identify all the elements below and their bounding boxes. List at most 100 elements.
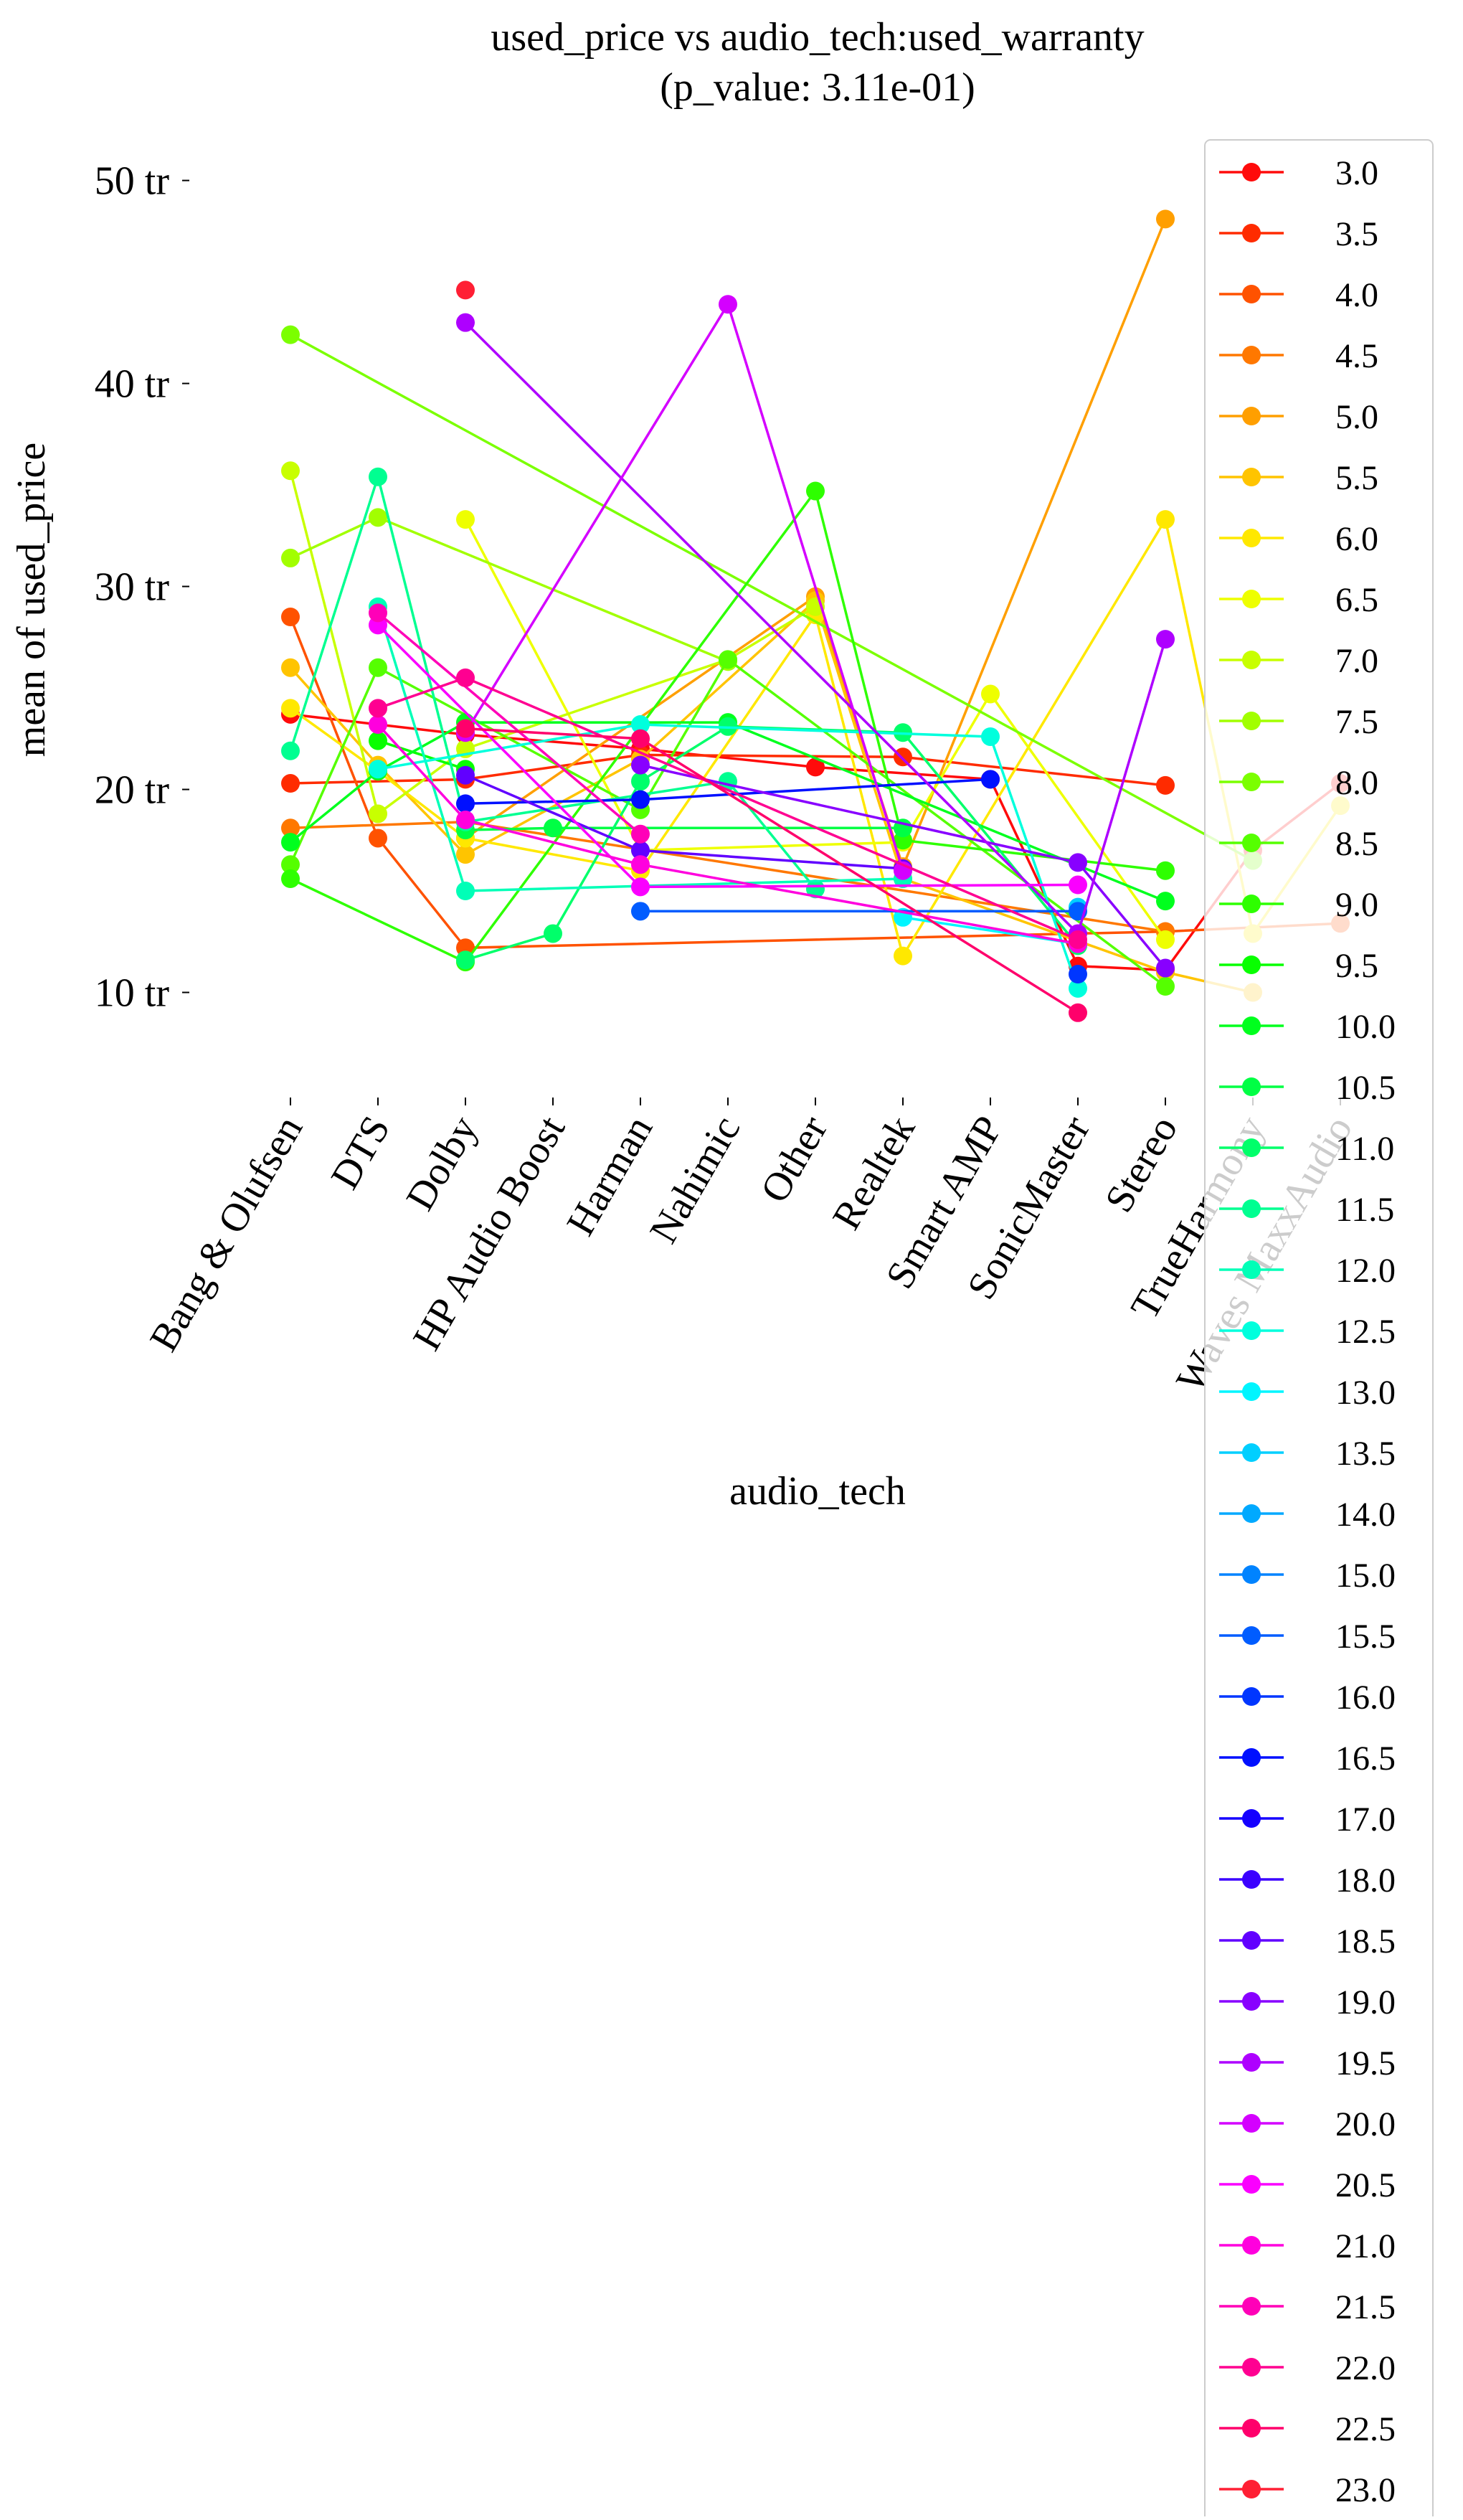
point-6.5-Stereo — [1156, 930, 1175, 949]
point-19.0-Harman — [631, 755, 650, 775]
legend-marker-14.0 — [1242, 1504, 1261, 1523]
legend-marker-20.5 — [1242, 2175, 1261, 2194]
point-5.5-Dolby — [456, 845, 475, 864]
legend-label-18.0: 18.0 — [1335, 1861, 1396, 1900]
point-22.5-Harman — [631, 729, 650, 748]
point-11.0-HP Audio Boost — [544, 924, 562, 943]
legend-marker-6.0 — [1242, 529, 1261, 547]
legend-label-20.0: 20.0 — [1335, 2105, 1396, 2143]
series-line-11.0 — [465, 725, 1079, 961]
legend-marker-19.0 — [1242, 1992, 1261, 2011]
legend-marker-11.0 — [1242, 1138, 1261, 1157]
legend-item-12.5: 12.5 — [1219, 1313, 1396, 1351]
legend-item-15.5: 15.5 — [1219, 1618, 1396, 1656]
legend-label-16.5: 16.5 — [1335, 1740, 1396, 1778]
series-4.0 — [281, 608, 1350, 958]
point-23.0-Dolby — [456, 280, 475, 300]
legend-item-14.0: 14.0 — [1219, 1496, 1396, 1534]
series-7.0 — [281, 461, 825, 824]
y-tick-label-3: 40 tr — [95, 362, 170, 407]
legend-item-9.0: 9.0 — [1219, 886, 1378, 924]
point-20.5-SonicMaster — [1069, 875, 1087, 895]
series-16.0 — [1069, 965, 1087, 984]
legend-label-12.0: 12.0 — [1335, 1252, 1396, 1290]
point-8.5-Nahimic — [719, 650, 737, 669]
legend-item-16.0: 16.0 — [1219, 1679, 1396, 1717]
legend-label-22.0: 22.0 — [1335, 2349, 1396, 2387]
legend-label-11.5: 11.5 — [1335, 1191, 1394, 1229]
legend-label-21.0: 21.0 — [1335, 2227, 1396, 2265]
x-tick-label-6: Other — [752, 1108, 837, 1210]
legend-marker-9.5 — [1242, 955, 1261, 974]
legend-item-6.0: 6.0 — [1219, 520, 1378, 558]
series-3.0 — [281, 704, 1350, 980]
series-19.0 — [631, 755, 1175, 978]
x-axis-label: audio_tech — [729, 1469, 906, 1514]
x-tick-label-7: Realtek — [824, 1109, 924, 1237]
legend: 3.0 3.5 4.0 4.5 5.0 5.5 6.0 6.5 7.0 7.5 8.0 8.5 9.0 9… — [1204, 139, 1434, 2520]
point-21.5-Harman — [631, 824, 650, 844]
legend-item-8.5: 8.5 — [1219, 825, 1378, 863]
legend-marker-3.0 — [1242, 163, 1261, 181]
legend-item-18.5: 18.5 — [1219, 1922, 1396, 1960]
legend-marker-12.0 — [1242, 1260, 1261, 1279]
legend-label-5.5: 5.5 — [1335, 459, 1378, 497]
point-3.5-Realtek — [894, 747, 912, 767]
legend-marker-13.5 — [1242, 1443, 1261, 1462]
point-19.0-SonicMaster — [1069, 853, 1087, 872]
series-7.5 — [281, 508, 737, 671]
legend-marker-13.0 — [1242, 1382, 1261, 1401]
point-11.0-Dolby — [456, 950, 475, 970]
legend-marker-8.0 — [1242, 773, 1261, 791]
point-3.0-Other — [806, 758, 825, 777]
legend-label-18.5: 18.5 — [1335, 1922, 1396, 1960]
legend-item-3.5: 3.5 — [1219, 215, 1378, 253]
series-line-21.5 — [377, 611, 642, 836]
legend-label-8.0: 8.0 — [1335, 764, 1378, 802]
legend-marker-23.0 — [1242, 2480, 1261, 2498]
legend-label-3.0: 3.0 — [1335, 154, 1378, 192]
legend-label-10.5: 10.5 — [1335, 1069, 1396, 1107]
point-18.5-Harman — [631, 841, 650, 860]
point-19.5-Stereo — [1156, 630, 1175, 649]
legend-marker-22.0 — [1242, 2358, 1261, 2377]
legend-label-4.5: 4.5 — [1335, 337, 1378, 375]
legend-marker-5.5 — [1242, 468, 1261, 486]
legend-item-8.0: 8.0 — [1219, 764, 1378, 802]
legend-label-7.5: 7.5 — [1335, 703, 1378, 741]
point-5.0-Stereo — [1156, 209, 1175, 229]
y-tick-label-4: 50 tr — [95, 159, 170, 204]
legend-marker-12.5 — [1242, 1321, 1261, 1340]
point-21.0-DTS — [369, 714, 387, 734]
legend-item-18.0: 18.0 — [1219, 1861, 1396, 1900]
point-6.5-Dolby — [456, 510, 475, 529]
point-4.5-Bang & Olufsen — [281, 818, 300, 838]
series-line-19.5 — [464, 321, 1167, 936]
point-20.0-Nahimic — [719, 295, 737, 314]
point-22.0-SonicMaster — [1069, 930, 1087, 949]
chart-title-line1: used_price vs audio_tech:used_warranty — [491, 15, 1144, 60]
point-12.0-Dolby — [456, 882, 475, 901]
legend-item-9.5: 9.5 — [1219, 947, 1378, 985]
point-9.0-Other — [806, 481, 825, 501]
point-12.5-Smart AMP — [981, 727, 1000, 746]
legend-item-20.0: 20.0 — [1219, 2105, 1396, 2143]
point-18.5-Dolby — [456, 765, 475, 785]
legend-label-15.0: 15.0 — [1335, 1557, 1396, 1595]
point-9.5-DTS — [369, 731, 387, 750]
point-11.5-Other — [806, 879, 825, 899]
series-line-4.5 — [290, 821, 1166, 933]
legend-marker-22.5 — [1242, 2419, 1261, 2438]
legend-marker-5.0 — [1242, 407, 1261, 425]
legend-item-22.5: 22.5 — [1219, 2410, 1396, 2448]
legend-marker-18.5 — [1242, 1931, 1261, 1950]
point-21.5-DTS — [369, 603, 387, 623]
legend-label-23.0: 23.0 — [1335, 2471, 1396, 2509]
point-5.5-Bang & Olufsen — [281, 658, 300, 677]
legend-item-4.0: 4.0 — [1219, 276, 1378, 314]
point-20.5-Harman — [631, 877, 650, 897]
point-7.5-Bang & Olufsen — [281, 548, 300, 567]
legend-item-10.5: 10.5 — [1219, 1069, 1396, 1107]
y-axis: 10 tr 20 tr 30 tr 40 tr 50 tr — [95, 159, 189, 1016]
